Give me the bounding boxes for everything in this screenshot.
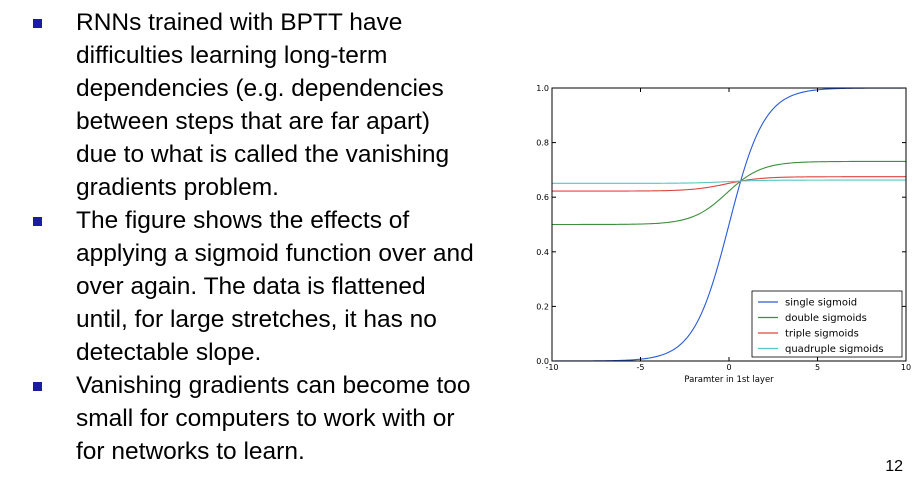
y-tick-label: 0.0	[536, 357, 549, 366]
bullet-line: The figure shows the effects of	[76, 207, 410, 234]
bullet-line: over again. The data is flattened	[76, 273, 426, 300]
bullet-item: Vanishing gradients can become too small…	[30, 369, 530, 468]
y-tick-label: 0.4	[536, 248, 549, 257]
y-tick-label: 0.2	[536, 302, 549, 311]
x-tick-label: 5	[815, 363, 820, 372]
square-bullet-icon	[33, 382, 42, 391]
y-tick-label: 1.0	[536, 84, 549, 93]
page-number: 12	[885, 458, 903, 475]
bullet-line: due to what is called the vanishing	[76, 141, 450, 168]
bullet-line: for networks to learn.	[76, 438, 305, 465]
sigmoid-chart: -10 -5 0 5 10 0.0 0.2 0.4 0.6 0.8 1.0 Paramter in 1…	[515, 78, 915, 398]
y-tick-label: 0.6	[536, 193, 549, 202]
series-line-4	[552, 179, 906, 184]
bullet-list: RNNs trained with BPTT have difficulties…	[30, 6, 530, 468]
legend-label: quadruple sigmoids	[785, 344, 884, 355]
bullet-line: until, for large stretches, it has no	[76, 306, 437, 333]
square-bullet-icon	[33, 19, 42, 28]
x-tick-label: 10	[901, 363, 911, 372]
legend-label: double sigmoids	[785, 313, 867, 324]
x-tick-label: -5	[637, 363, 645, 372]
bullet-line: applying a sigmoid function over and	[76, 240, 474, 267]
series-line-2	[552, 160, 906, 226]
bullet-line: dependencies (e.g. dependencies	[76, 75, 444, 102]
bullet-line: difficulties learning long-term	[76, 42, 388, 69]
legend-label: single sigmoid	[785, 298, 857, 309]
x-axis-label: Paramter in 1st layer	[684, 375, 774, 385]
series-line-3	[552, 176, 906, 192]
bullet-item: RNNs trained with BPTT have difficulties…	[30, 6, 530, 204]
chart-svg: -10 -5 0 5 10 0.0 0.2 0.4 0.6 0.8 1.0 Paramter in 1…	[536, 84, 911, 385]
bullet-line: gradients problem.	[76, 174, 279, 201]
bullet-line: detectable slope.	[76, 339, 262, 366]
square-bullet-icon	[33, 217, 42, 226]
bullet-line: RNNs trained with BPTT have	[76, 9, 403, 36]
bullet-line: Vanishing gradients can become too	[76, 372, 471, 399]
bullet-item: The figure shows the effects of applying…	[30, 204, 530, 369]
y-tick-label: 0.8	[536, 139, 549, 148]
bullet-line: small for computers to work with or	[76, 405, 455, 432]
legend-label: triple sigmoids	[785, 329, 859, 340]
x-tick-label: -10	[545, 363, 558, 372]
x-tick-label: 0	[726, 363, 731, 372]
bullet-line: between steps that are far apart)	[76, 108, 431, 135]
